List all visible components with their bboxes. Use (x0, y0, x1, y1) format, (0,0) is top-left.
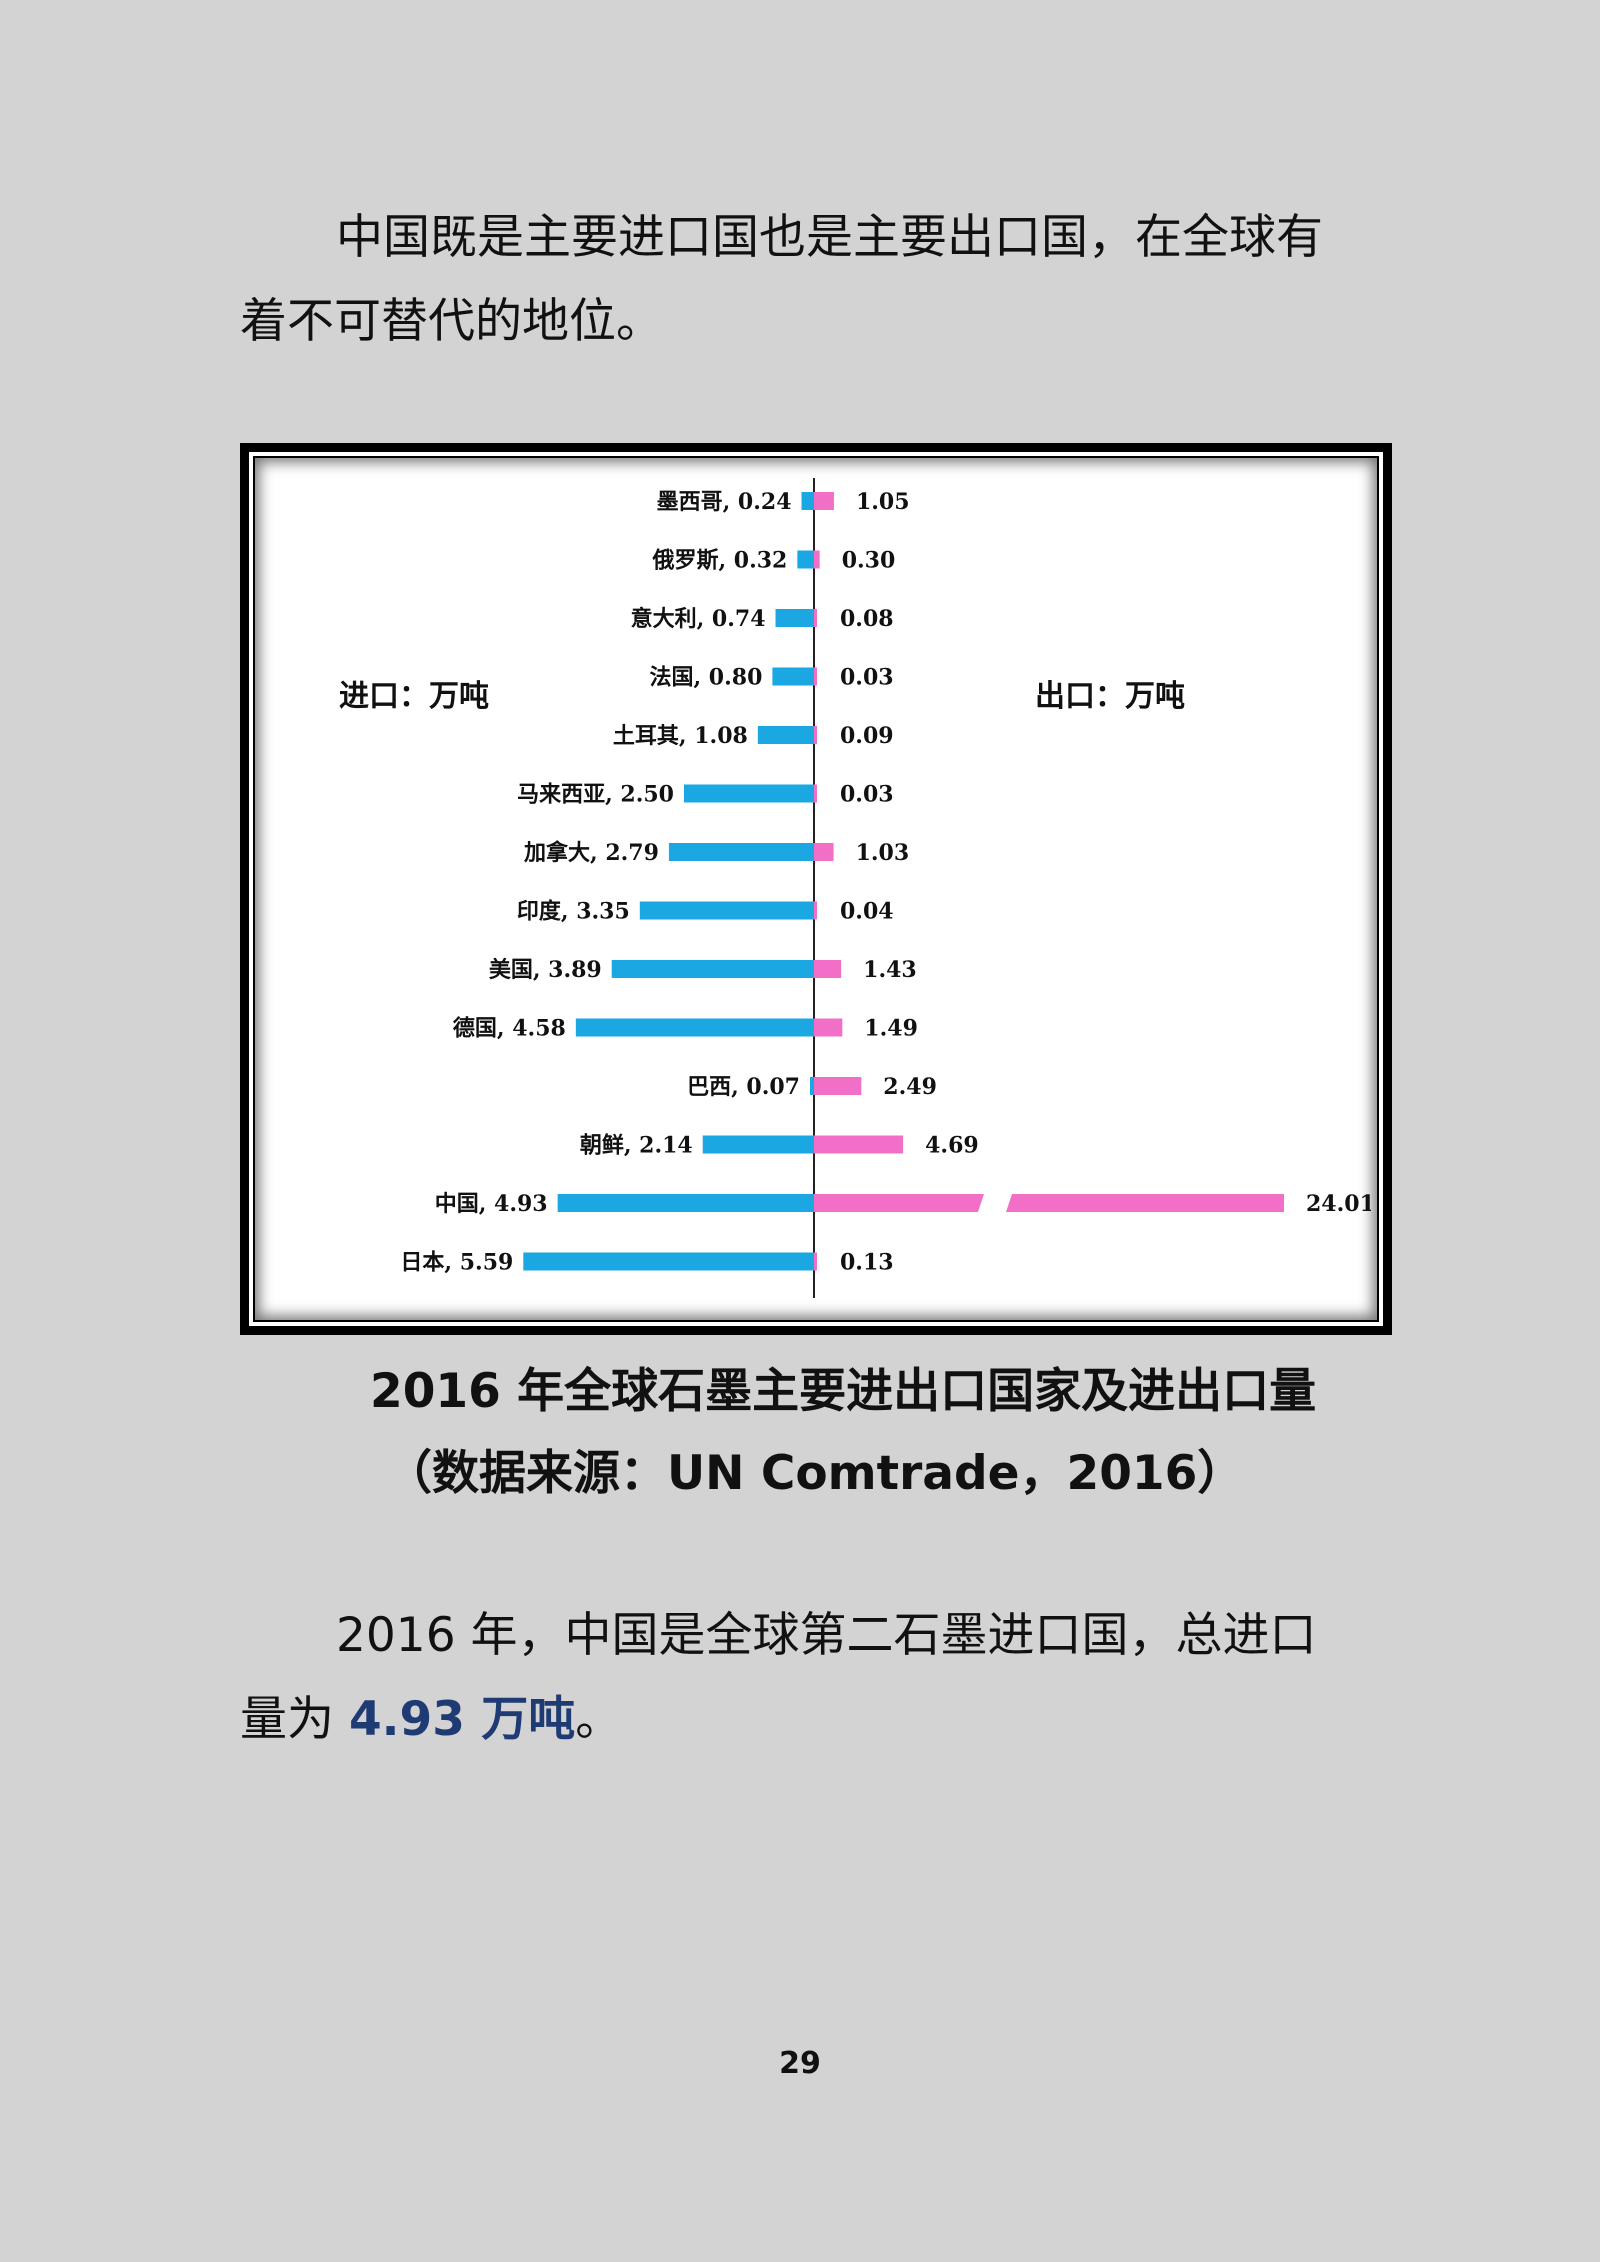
import-label: 法国, 0.80 (649, 665, 762, 691)
export-bar (814, 609, 817, 627)
import-label: 印度, 3.35 (517, 899, 630, 925)
import-bar (797, 550, 814, 569)
import-axis-title: 进口：万吨 (339, 679, 489, 714)
import-label: 美国, 3.89 (489, 957, 602, 983)
import-label: 巴西, 0.07 (687, 1074, 800, 1100)
page-number: 29 (779, 2046, 821, 2081)
import-label: 中国, 4.93 (435, 1191, 548, 1217)
import-bar (557, 1194, 814, 1212)
export-bar (814, 726, 817, 744)
import-label: 朝鲜, 2.14 (580, 1133, 693, 1159)
import-label: 马来西亚, 2.50 (517, 782, 674, 808)
chart-figure: 进口：万吨 出口：万吨 墨西哥, 0.24 1.05 俄罗斯, 0.32 0.30 意大… (240, 443, 1392, 1335)
export-bar (814, 1018, 843, 1037)
figure-caption-source: （数据来源：UN Comtrade，2016） (385, 1446, 1245, 1501)
import-bar (523, 1252, 814, 1271)
export-label: 1.05 (856, 489, 910, 515)
export-label: 0.09 (840, 723, 894, 749)
summary-paragraph: 2016 年，中国是全球第二石墨进口国，总进口量为 4.93 万吨。 (240, 1594, 1360, 1762)
import-bar (801, 492, 814, 510)
import-bar (757, 726, 814, 744)
export-label: 0.04 (840, 899, 894, 925)
export-bar (814, 1194, 984, 1212)
export-bar (814, 784, 817, 803)
export-label: 0.13 (840, 1250, 894, 1276)
export-bar (814, 492, 834, 510)
import-bar (810, 1077, 814, 1095)
export-axis-title: 出口：万吨 (1035, 679, 1185, 714)
import-label: 土耳其, 1.08 (613, 723, 748, 749)
export-bar (814, 667, 817, 686)
import-label: 日本, 5.59 (400, 1250, 513, 1276)
export-label: 1.49 (864, 1016, 918, 1042)
summary-text: 2016 年，中国是全球第二石墨进口国，总进口量为 (240, 1608, 1317, 1747)
export-label: 0.03 (840, 782, 894, 808)
import-bar (639, 901, 814, 920)
summary-text-end: 。 (575, 1692, 623, 1747)
export-label: 4.69 (925, 1133, 979, 1159)
export-label: 0.03 (840, 665, 894, 691)
import-bar (611, 960, 814, 978)
export-bar (814, 960, 842, 978)
import-label: 墨西哥, 0.24 (657, 489, 792, 515)
export-bar-continued (1006, 1194, 1284, 1212)
import-bar (775, 609, 814, 627)
intro-paragraph: 中国既是主要进口国也是主要出口国，在全球有着不可替代的地位。 (240, 196, 1360, 364)
export-bar (814, 1077, 862, 1095)
import-label: 加拿大, 2.79 (523, 840, 659, 866)
export-label: 24.01 (1306, 1191, 1371, 1217)
import-export-chart: 进口：万吨 出口：万吨 墨西哥, 0.24 1.05 俄罗斯, 0.32 0.30 意大… (339, 478, 1371, 1298)
export-label: 1.03 (856, 840, 910, 866)
export-label: 1.43 (863, 957, 917, 983)
export-bar (814, 550, 820, 569)
export-bar (814, 901, 817, 920)
import-bar (684, 784, 814, 803)
export-label: 2.49 (883, 1074, 937, 1100)
import-label: 意大利, 0.74 (631, 606, 766, 632)
export-bar (814, 1135, 904, 1154)
export-bar (814, 1252, 817, 1271)
import-bar (772, 667, 814, 686)
export-label: 0.30 (842, 548, 896, 574)
import-bar (575, 1018, 814, 1037)
import-label: 俄罗斯, 0.32 (651, 548, 787, 574)
intro-text: 中国既是主要进口国也是主要出口国，在全球有着不可替代的地位。 (240, 210, 1323, 349)
export-bar (814, 843, 834, 861)
highlight-value: 4.93 万吨 (348, 1692, 576, 1747)
export-label: 0.08 (840, 606, 894, 632)
import-bar (702, 1135, 814, 1154)
figure-caption-title: 2016 年全球石墨主要进出口国家及进出口量 (370, 1364, 1317, 1419)
import-label: 德国, 4.58 (453, 1016, 566, 1042)
import-bar (668, 843, 814, 861)
